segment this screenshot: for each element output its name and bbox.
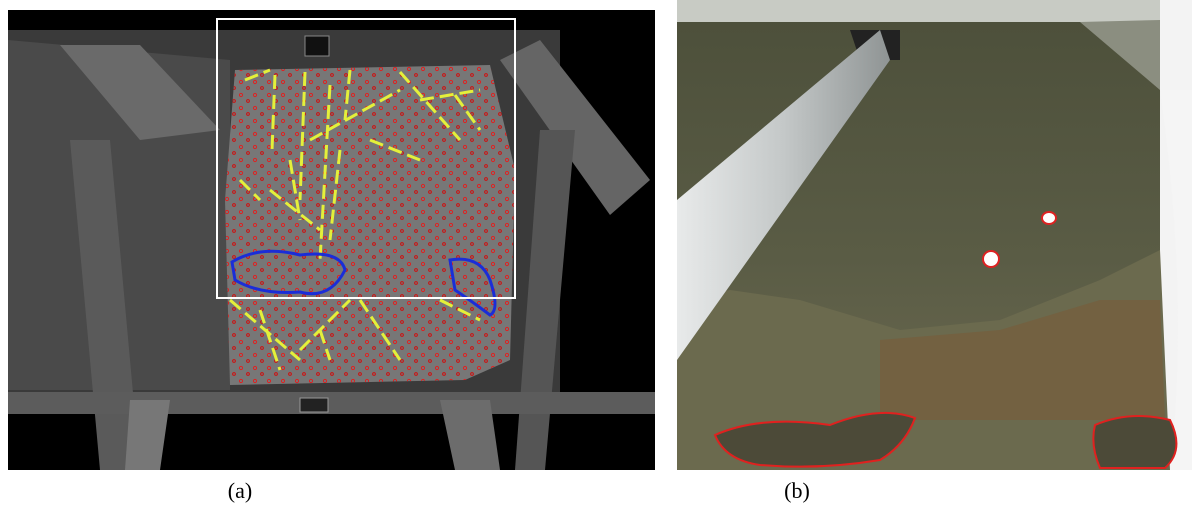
caption: (b) — [784, 478, 810, 503]
caption: (a) — [228, 478, 252, 503]
page: (a) (b) (() => { const data = JSON.parse… — [0, 0, 1200, 506]
panel-b-image — [677, 0, 1192, 470]
figure: (a) (b) — [0, 0, 1200, 506]
panel-a-image — [8, 10, 655, 470]
